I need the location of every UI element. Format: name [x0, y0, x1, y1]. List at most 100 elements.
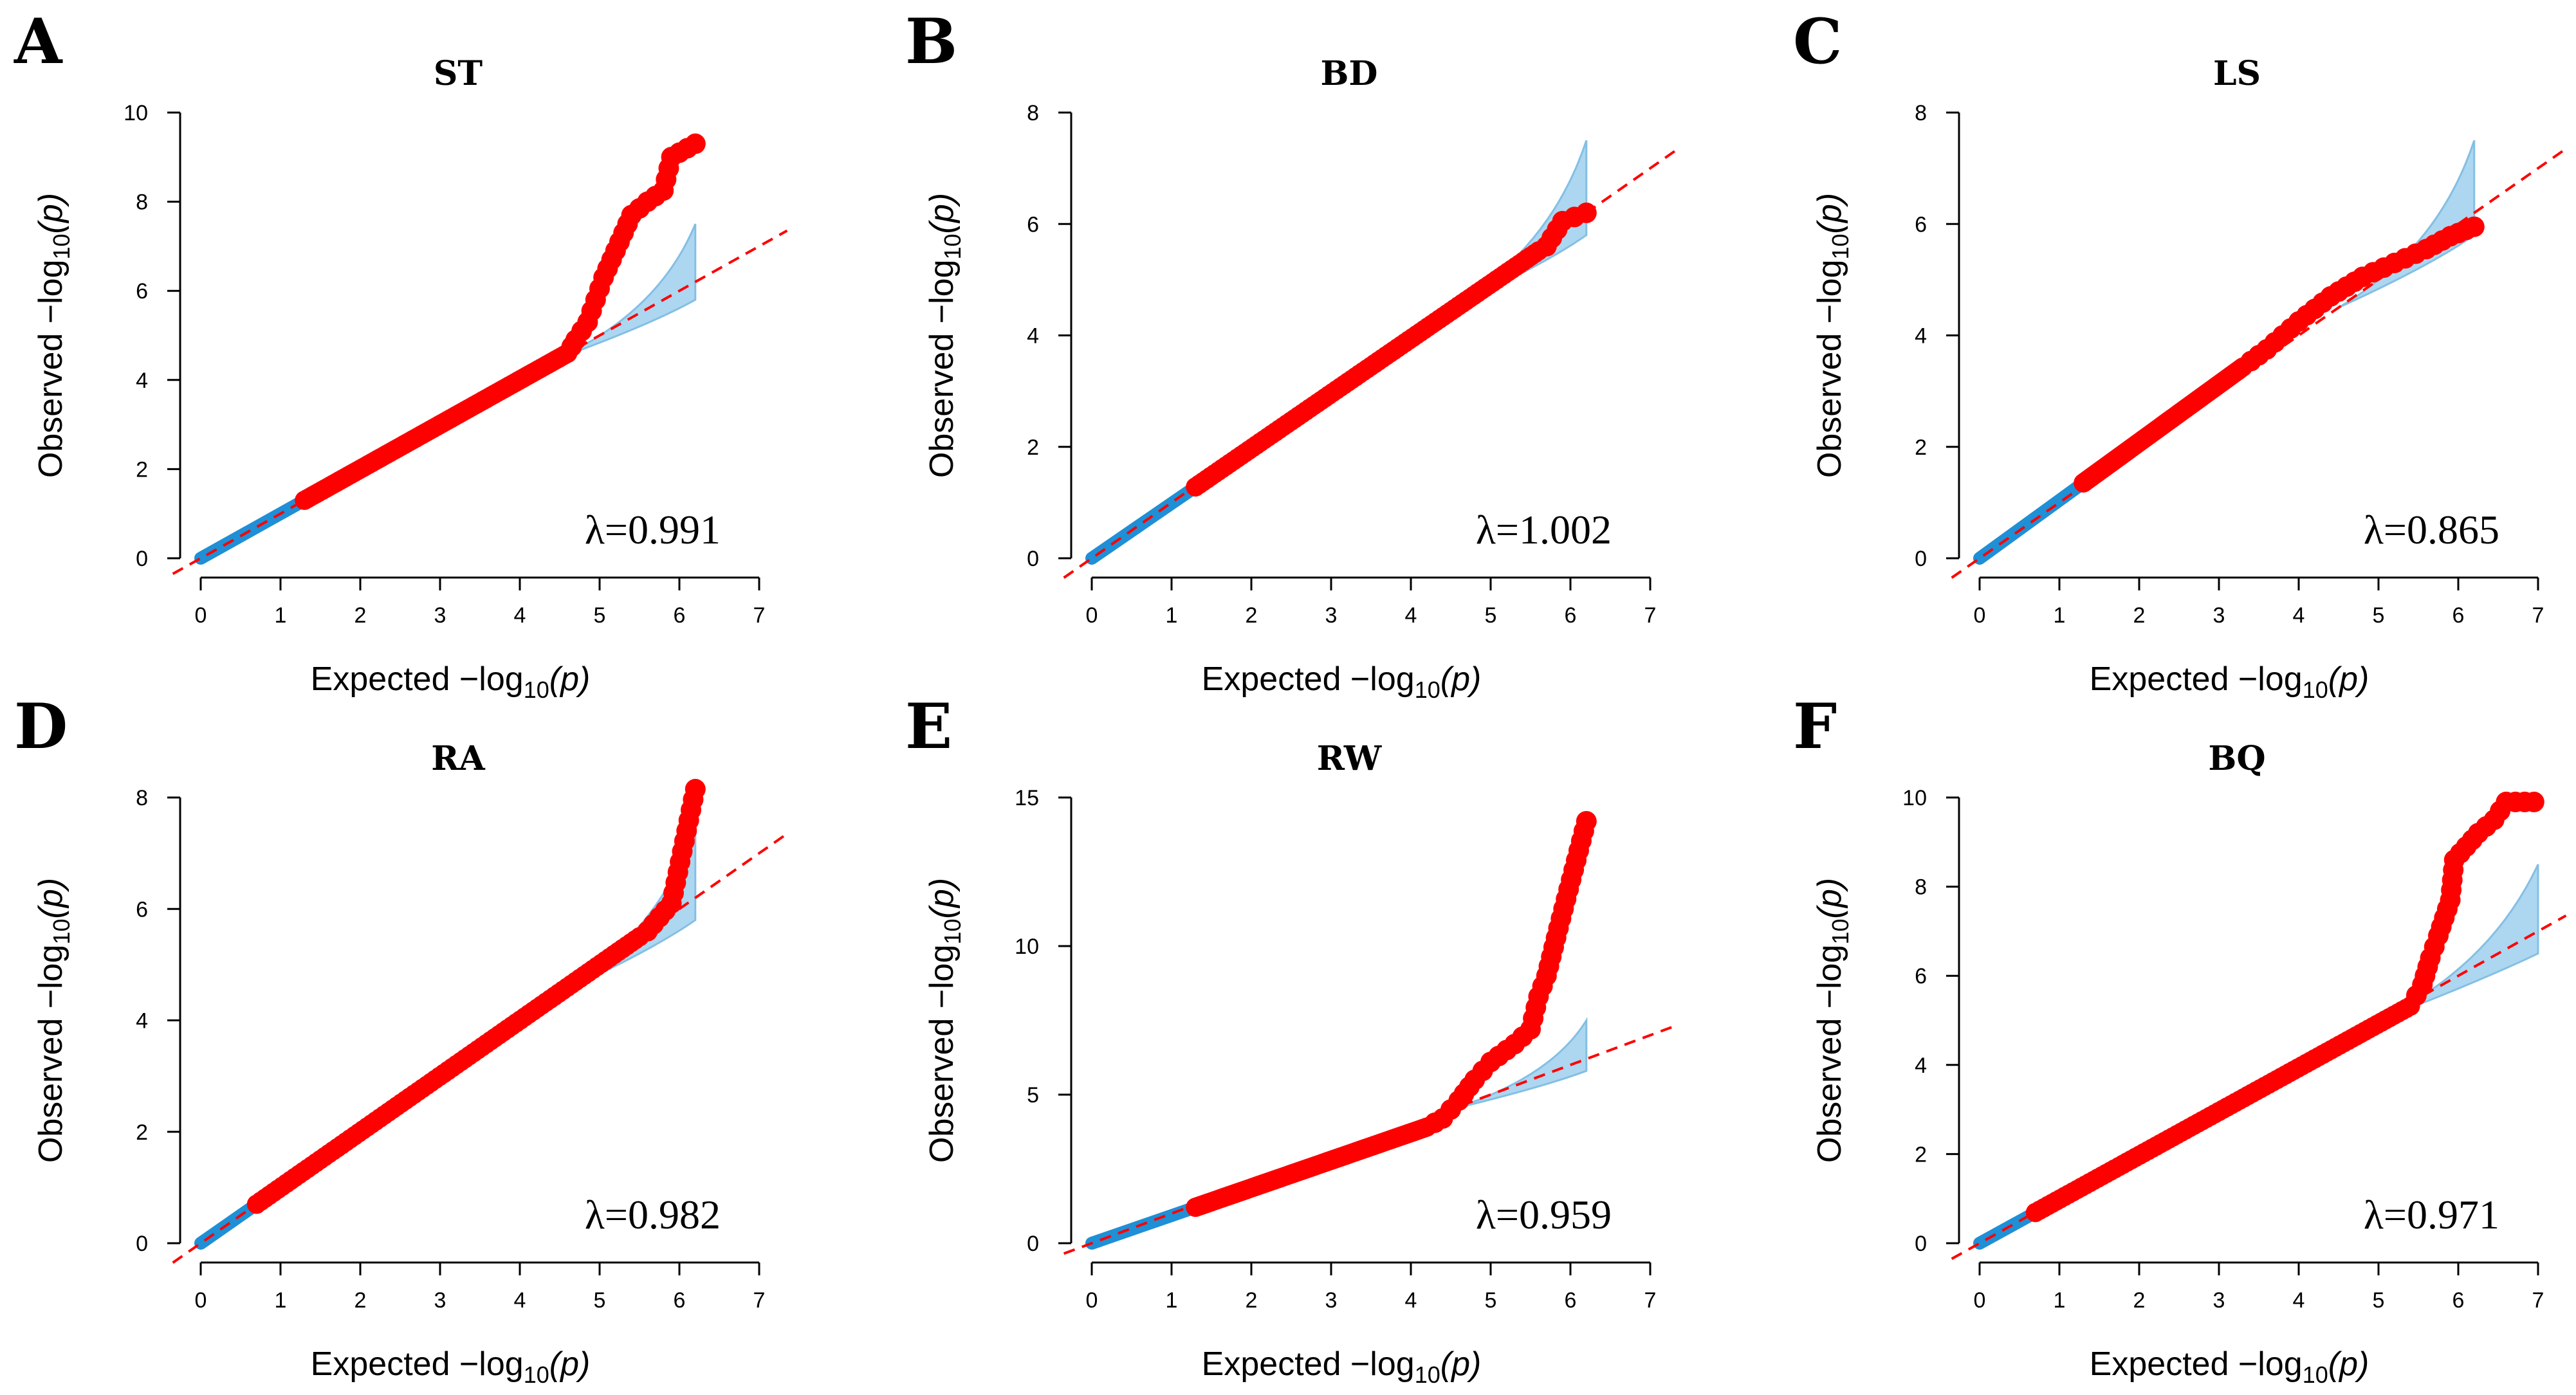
reference-line [172, 229, 788, 576]
y-tick-label: 10 [124, 101, 148, 125]
x-tick-label: 4 [1405, 1288, 1417, 1313]
observed-point [685, 133, 706, 154]
x-tick-label: 2 [1246, 1288, 1258, 1313]
y-axis-label: Observed −log10(p) [1811, 193, 1854, 478]
panel-title: RA [431, 739, 485, 778]
x-tick-label: 6 [1565, 1288, 1577, 1313]
x-tick-label: 0 [1974, 603, 1986, 628]
y-tick-label: 0 [136, 547, 148, 571]
observed-point [1576, 810, 1597, 832]
y-axis-label: Observed −log10(p) [923, 878, 966, 1163]
x-axis-label: Expected −log10(p) [1202, 661, 1482, 703]
x-tick-label: 3 [2213, 1288, 2225, 1313]
panel-letter-B: B [905, 5, 957, 78]
x-tick-label: 4 [2293, 603, 2305, 628]
y-tick-label: 8 [136, 190, 148, 215]
panel-title: BD [1320, 54, 1377, 93]
y-tick-label: 4 [1915, 1053, 1927, 1078]
x-tick-label: 1 [1166, 603, 1178, 628]
panel-letter-E: E [905, 690, 952, 763]
x-tick-label: 4 [514, 603, 526, 628]
x-tick-label: 0 [1974, 1288, 1986, 1313]
panel-title: ST [434, 54, 483, 93]
x-tick-label: 2 [2133, 1288, 2146, 1313]
x-tick-label: 0 [1086, 603, 1098, 628]
qq-panel-E: E RW 0 1 2 3 4 5 6 7 0 5 10 15 Expected −log10(p) Obser… [905, 690, 1679, 1388]
y-tick-label: 10 [1902, 786, 1927, 810]
y-tick-label: 0 [136, 1232, 148, 1256]
x-tick-label: 4 [2293, 1288, 2305, 1313]
y-tick-label: 4 [136, 1009, 148, 1034]
x-axis-label: Expected −log10(p) [2090, 1345, 2369, 1388]
x-tick-label: 6 [2452, 603, 2465, 628]
x-tick-label: 5 [2373, 1288, 2385, 1313]
lambda-label: λ=0.991 [585, 507, 721, 552]
lambda-label: λ=0.971 [2364, 1192, 2499, 1237]
x-tick-label: 0 [195, 1288, 207, 1313]
y-axis-label: Observed −log10(p) [1811, 878, 1854, 1163]
x-tick-label: 0 [195, 603, 207, 628]
y-axis-label: Observed −log10(p) [32, 878, 75, 1163]
y-tick-label: 6 [136, 897, 148, 922]
x-axis-label: Expected −log10(p) [311, 1345, 591, 1388]
x-tick-label: 7 [1644, 1288, 1657, 1313]
x-tick-label: 5 [594, 603, 606, 628]
x-tick-label: 2 [354, 603, 367, 628]
observed-points [1186, 202, 1597, 497]
panel-letter-A: A [14, 5, 63, 78]
observed-points [1186, 810, 1597, 1217]
x-tick-label: 2 [354, 1288, 367, 1313]
y-tick-label: 6 [136, 279, 148, 304]
x-tick-label: 1 [2054, 603, 2066, 628]
x-axis-label: Expected −log10(p) [1202, 1345, 1482, 1388]
y-tick-label: 2 [136, 457, 148, 482]
x-tick-label: 1 [275, 603, 287, 628]
panel-letter-C: C [1793, 5, 1842, 78]
x-tick-label: 5 [594, 1288, 606, 1313]
reference-line [1951, 147, 2567, 579]
y-tick-label: 4 [1915, 324, 1927, 349]
x-tick-label: 6 [2452, 1288, 2465, 1313]
plot-area [1085, 140, 1597, 565]
qq-panel-B: B BD 0 1 2 3 4 5 6 7 0 2 4 6 8 Expected −log10(p) Observ… [905, 5, 1679, 703]
lambda-label: λ=1.002 [1476, 507, 1612, 552]
y-tick-label: 6 [1915, 212, 1927, 237]
x-tick-label: 5 [2373, 603, 2385, 628]
y-tick-label: 0 [1915, 547, 1927, 571]
x-tick-label: 5 [1485, 603, 1497, 628]
y-tick-label: 8 [1027, 101, 1039, 125]
x-tick-label: 4 [1405, 603, 1417, 628]
plot-area [194, 133, 706, 565]
x-tick-label: 3 [434, 1288, 446, 1313]
qq-panel-A: A ST 0 1 2 3 4 5 6 7 0 2 4 6 8 10 Expected −log10(p) Obse… [14, 5, 788, 703]
y-tick-label: 10 [1015, 935, 1039, 959]
x-tick-label: 2 [1246, 603, 1258, 628]
observed-points [246, 779, 706, 1214]
plot-area [1973, 791, 2544, 1250]
lambda-label: λ=0.959 [1476, 1192, 1612, 1237]
x-tick-label: 0 [1086, 1288, 1098, 1313]
observed-point [2523, 791, 2544, 812]
x-tick-label: 5 [1485, 1288, 1497, 1313]
y-axis-label: Observed −log10(p) [923, 193, 966, 478]
observed-point [685, 779, 706, 800]
y-tick-label: 2 [1915, 1142, 1927, 1167]
plot-area [194, 779, 706, 1250]
x-tick-label: 3 [1325, 603, 1338, 628]
y-tick-label: 6 [1915, 964, 1927, 989]
x-tick-label: 3 [434, 603, 446, 628]
plot-area [1973, 140, 2485, 565]
x-tick-label: 6 [1565, 603, 1577, 628]
x-tick-label: 6 [674, 603, 686, 628]
observed-point [2463, 216, 2485, 237]
null-points [194, 493, 311, 565]
y-tick-label: 2 [1915, 435, 1927, 460]
y-tick-label: 8 [1915, 875, 1927, 900]
x-tick-label: 4 [514, 1288, 526, 1313]
panel-title: BQ [2208, 739, 2265, 778]
x-tick-label: 6 [674, 1288, 686, 1313]
y-tick-label: 8 [136, 786, 148, 810]
qq-panel-D: D RA 0 1 2 3 4 5 6 7 0 2 4 6 8 Expected −log10(p) Observ… [14, 690, 788, 1388]
reference-line [1951, 914, 2567, 1261]
